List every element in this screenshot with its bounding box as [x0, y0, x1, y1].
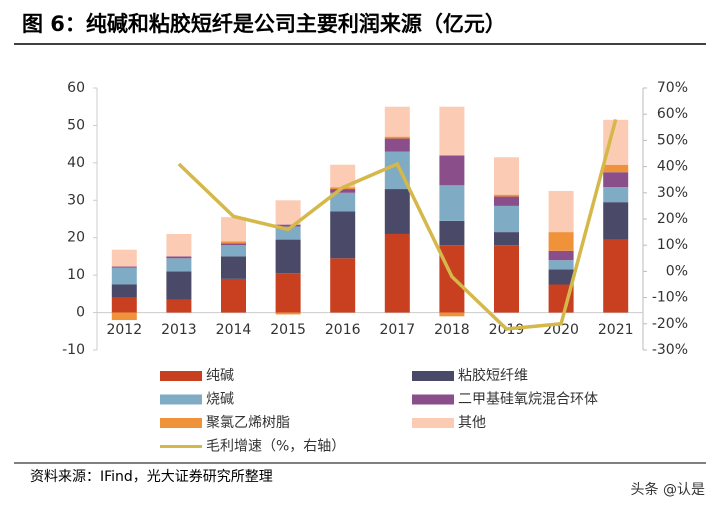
legend-swatch	[160, 394, 202, 405]
x-tick-label: 2014	[216, 322, 252, 338]
x-tick-label: 2016	[325, 322, 361, 338]
bar-segment	[439, 106, 465, 156]
legend-swatch	[412, 418, 454, 428]
y-tick-label: 10	[67, 267, 85, 283]
y-tick-label: 30	[67, 192, 85, 208]
y-tick-label: -10	[62, 342, 85, 358]
y2-tick-label: -10%	[652, 290, 688, 306]
y2-tick-label: 70%	[657, 80, 688, 96]
y2-tick-label: 30%	[657, 185, 688, 201]
bar-segment	[166, 233, 192, 257]
bar-segment	[221, 217, 246, 242]
bar-segment	[439, 185, 465, 221]
bar-segment	[548, 232, 574, 251]
bar-segment	[330, 211, 356, 259]
x-tick-label: 2012	[106, 322, 142, 338]
bar-segment	[221, 245, 246, 257]
bar-segment	[603, 239, 629, 313]
bar-segment	[548, 250, 574, 261]
x-tick-label: 2013	[161, 322, 197, 338]
bar-segment	[384, 189, 410, 234]
legend-swatch	[160, 418, 202, 428]
bar-segment	[275, 312, 301, 315]
source: 资料来源：IFind，光大证券研究所整理	[30, 469, 273, 485]
bar-segment	[275, 224, 301, 227]
y-tick-label: 60	[67, 80, 85, 96]
bar-segment	[111, 266, 137, 268]
bar-segment	[111, 267, 137, 285]
x-tick-label: 2015	[270, 322, 306, 338]
bar-segment	[603, 187, 629, 203]
y-tick-label: 0	[76, 305, 85, 321]
legend-label: 聚氯乙烯树脂	[206, 415, 290, 431]
bar-segment	[439, 155, 465, 186]
bar-segment	[166, 271, 192, 300]
bar-segment	[494, 157, 519, 195]
bar-segment	[166, 299, 192, 313]
legend-label: 纯碱	[206, 368, 234, 384]
x-tick-label: 2017	[379, 322, 415, 338]
y2-tick-label: 0%	[666, 263, 688, 279]
bar-segment	[548, 260, 574, 270]
bar-segment	[221, 241, 246, 244]
bar-segment	[384, 233, 410, 313]
line	[177, 118, 618, 331]
bar-segment	[166, 258, 192, 272]
y2-tick-label: -20%	[652, 316, 688, 332]
bar-segment	[384, 136, 410, 139]
bar-segment	[603, 202, 629, 240]
x-tick-label: 2018	[434, 322, 470, 338]
bar-segment	[439, 312, 465, 317]
bar-segment	[494, 196, 519, 206]
bar-segment	[494, 245, 519, 313]
legend-swatch	[412, 394, 454, 405]
bar-segment	[603, 172, 629, 188]
bar-segment	[548, 190, 574, 233]
bar-segment	[221, 243, 246, 246]
bar-segment	[111, 284, 137, 298]
y2-tick-label: 20%	[657, 211, 688, 227]
legend-label: 其他	[458, 415, 486, 431]
bar-segment	[330, 164, 356, 188]
y-tick-label: 50	[67, 117, 85, 133]
bar-segment	[111, 312, 137, 321]
bar-segment	[330, 192, 356, 212]
legend-swatch	[412, 371, 454, 381]
bar-segment	[221, 278, 246, 313]
bar-segment	[439, 220, 465, 246]
bar-segment	[166, 256, 192, 259]
bar-segment	[494, 205, 519, 233]
bar-segment	[603, 164, 629, 173]
legend-label: 粘胶短纤维	[458, 367, 528, 384]
y2-tick-label: 60%	[657, 106, 688, 122]
bar-segment	[275, 273, 301, 313]
bar-segment	[330, 189, 356, 193]
x-tick-label: 2021	[598, 322, 634, 338]
chart-title: 图 6：纯碱和粘胶短纤是公司主要利润来源（亿元）	[22, 12, 506, 36]
y2-tick-label: 50%	[657, 132, 688, 148]
bar-segment	[548, 269, 574, 285]
y-tick-label: 20	[67, 230, 85, 246]
bar-segment	[384, 106, 410, 137]
legend-label: 毛利增速（%，右轴）	[206, 439, 345, 455]
bar-segment	[494, 194, 519, 197]
legend-label: 烧碱	[206, 392, 234, 408]
y-tick-label: 40	[67, 155, 85, 171]
y2-tick-label: -30%	[652, 342, 688, 358]
bar-segment	[111, 249, 137, 267]
legend-label: 二甲基硅氧烷混合环体	[458, 391, 598, 408]
bar-segment	[494, 232, 519, 246]
y2-tick-label: 10%	[657, 237, 688, 253]
bar-segment	[330, 258, 356, 313]
bar-segment	[221, 256, 246, 279]
bar-segment	[275, 239, 301, 274]
bar-segment	[275, 200, 301, 225]
legend-swatch	[160, 371, 202, 381]
bar-segment	[111, 297, 137, 313]
y2-tick-label: 40%	[657, 159, 688, 175]
bar-segment	[384, 138, 410, 152]
watermark: 头条 @认是	[631, 481, 705, 498]
